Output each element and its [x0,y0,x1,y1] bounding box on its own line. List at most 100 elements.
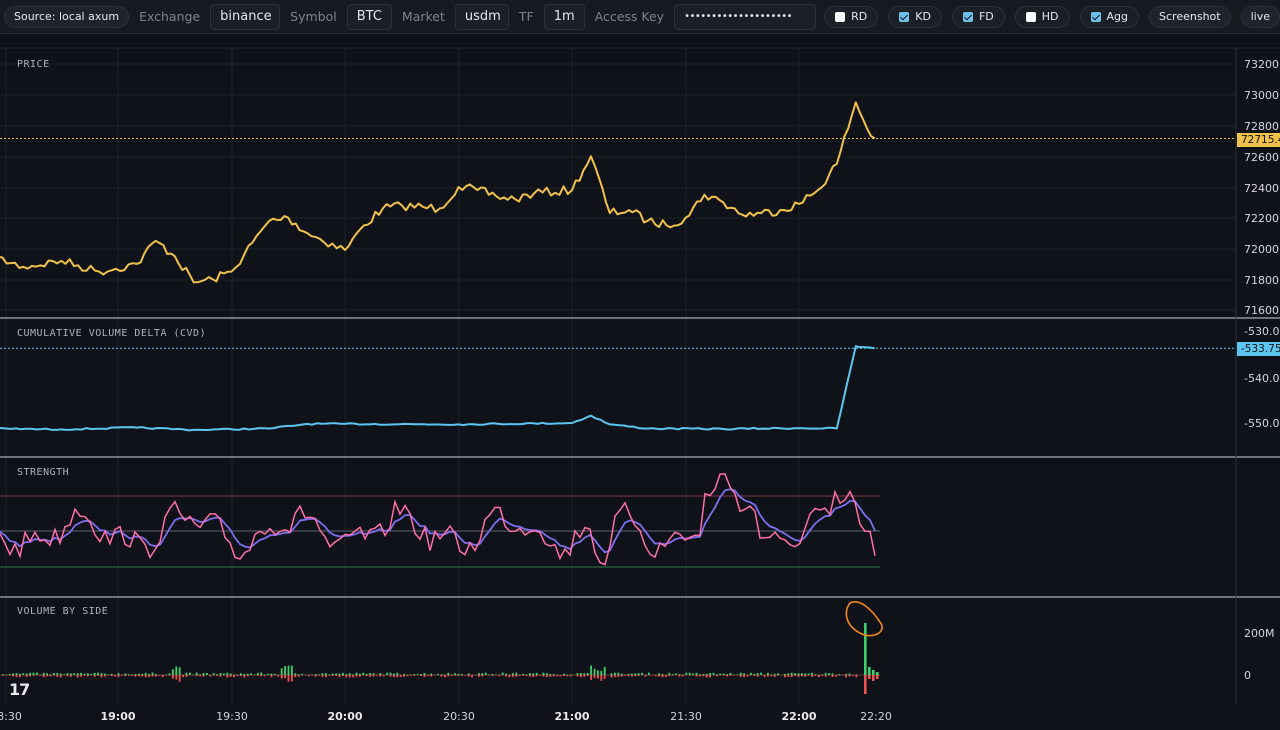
screenshot-button[interactable]: Screenshot [1149,5,1231,28]
volume-buy-bar [148,673,150,675]
volume-buy-bar [348,673,351,675]
volume-buy-bar [168,673,171,675]
price-last-tag: 72715.4 [1237,133,1280,147]
volume-buy-bar [484,672,487,675]
volume-sell-bar [651,675,654,676]
volume-buy-bar [603,666,606,675]
toggle-rd[interactable]: RD [824,5,879,28]
volume-sell-bar [413,675,416,676]
volume-sell-bar [209,675,212,677]
volume-sell-bar [447,675,450,677]
volume-sell-bar [529,675,531,677]
volume-sell-bar [117,675,120,678]
volume-sell-bar [100,675,103,678]
tf-field[interactable]: 1m [543,3,585,30]
access-key-field[interactable]: •••••••••••••••••••• [674,3,817,30]
toggle-agg-label: Agg [1106,10,1129,23]
volume-buy-bar [206,673,208,675]
volume-buy-bar [457,673,460,675]
volume-sell-bar [141,675,144,677]
volume-sell-bar [590,675,592,680]
volume-sell-bar [226,675,229,678]
toggle-fd[interactable]: FD [951,5,1005,28]
volume-sell-bar [580,675,582,678]
volume-sell-bar [311,675,314,676]
volume-sell-bar [702,675,705,677]
volume-buy-bar [362,672,365,675]
volume-buy-bar [12,673,14,675]
volume-buy-bar [739,672,742,675]
volume-buy-bar [695,672,698,675]
volume-buy-bar [760,672,762,675]
market-field[interactable]: usdm [454,3,509,30]
volume-buy-bar [138,673,140,675]
volume-sell-bar [291,675,293,682]
volume-sell-bar [722,675,725,676]
volume-sell-bar [726,675,728,677]
volume-sell-bar [87,675,89,677]
volume-sell-bar [151,675,154,677]
volume-buy-bar [634,673,637,675]
volume-buy-bar [90,673,93,675]
volume-sell-bar [216,675,218,677]
volume-buy-bar [365,673,368,675]
source-badge[interactable]: Source: local axum [4,5,130,28]
volume-sell-bar [359,675,361,677]
volume-sell-bar [814,675,817,676]
symbol-field[interactable]: BTC [346,3,392,30]
price-axis-label: 72200.00 [1244,212,1280,225]
volume-buy-bar [542,672,545,675]
volume-buy-bar [172,669,174,675]
volume-sell-bar [257,675,259,676]
volume-sell-bar [93,675,96,677]
volume-buy-bar [678,674,681,675]
volume-buy-bar [59,673,62,675]
checkbox-checked-icon [899,11,910,22]
volume-buy-bar [270,673,273,675]
volume-buy-bar [868,667,871,675]
exchange-field[interactable]: binance [210,3,281,30]
volume-sell-bar [287,675,290,682]
volume-buy-bar [314,674,317,675]
volume-sell-bar [229,675,232,677]
volume-buy-bar [767,672,769,675]
volume-sell-bar [25,675,28,677]
volume-buy-bar [189,672,191,675]
volume-sell-bar [114,675,116,677]
volume-buy-bar [495,674,497,675]
volume-buy-bar [219,673,222,675]
volume-sell-bar [804,675,807,677]
volume-sell-bar [872,675,875,681]
toggle-kd[interactable]: KD [888,5,942,28]
volume-buy-bar [87,673,89,675]
volume-buy-bar [658,673,660,675]
volume-buy-bar [641,672,643,675]
live-badge[interactable]: live [1240,5,1280,28]
volume-buy-bar [631,673,633,675]
volume-buy-bar [712,672,715,675]
volume-sell-bar [59,675,62,678]
volume-buy-bar [491,674,494,675]
toggle-agg[interactable]: Agg [1079,5,1140,28]
volume-sell-bar [165,675,167,676]
volume-buy-bar [848,673,851,675]
volume-buy-bar [318,674,320,675]
volume-buy-bar [97,672,99,675]
toggle-hd[interactable]: HD [1014,5,1070,28]
volume-buy-bar [369,673,371,675]
volume-sell-bar [835,675,837,677]
volume-sell-bar [376,675,378,676]
volume-buy-bar [593,668,596,675]
volume-sell-bar [325,675,327,678]
volume-buy-bar [22,673,25,675]
volume-sell-bar [855,675,858,678]
volume-sell-bar [498,675,501,677]
volume-sell-bar [406,675,409,677]
volume-buy-bar [104,673,106,675]
price-axis-label: 72800.00 [1244,120,1280,133]
volume-buy-bar [828,673,830,675]
volume-sell-bar [773,675,776,677]
volume-buy-bar [223,673,225,675]
strength-pane [0,473,880,568]
